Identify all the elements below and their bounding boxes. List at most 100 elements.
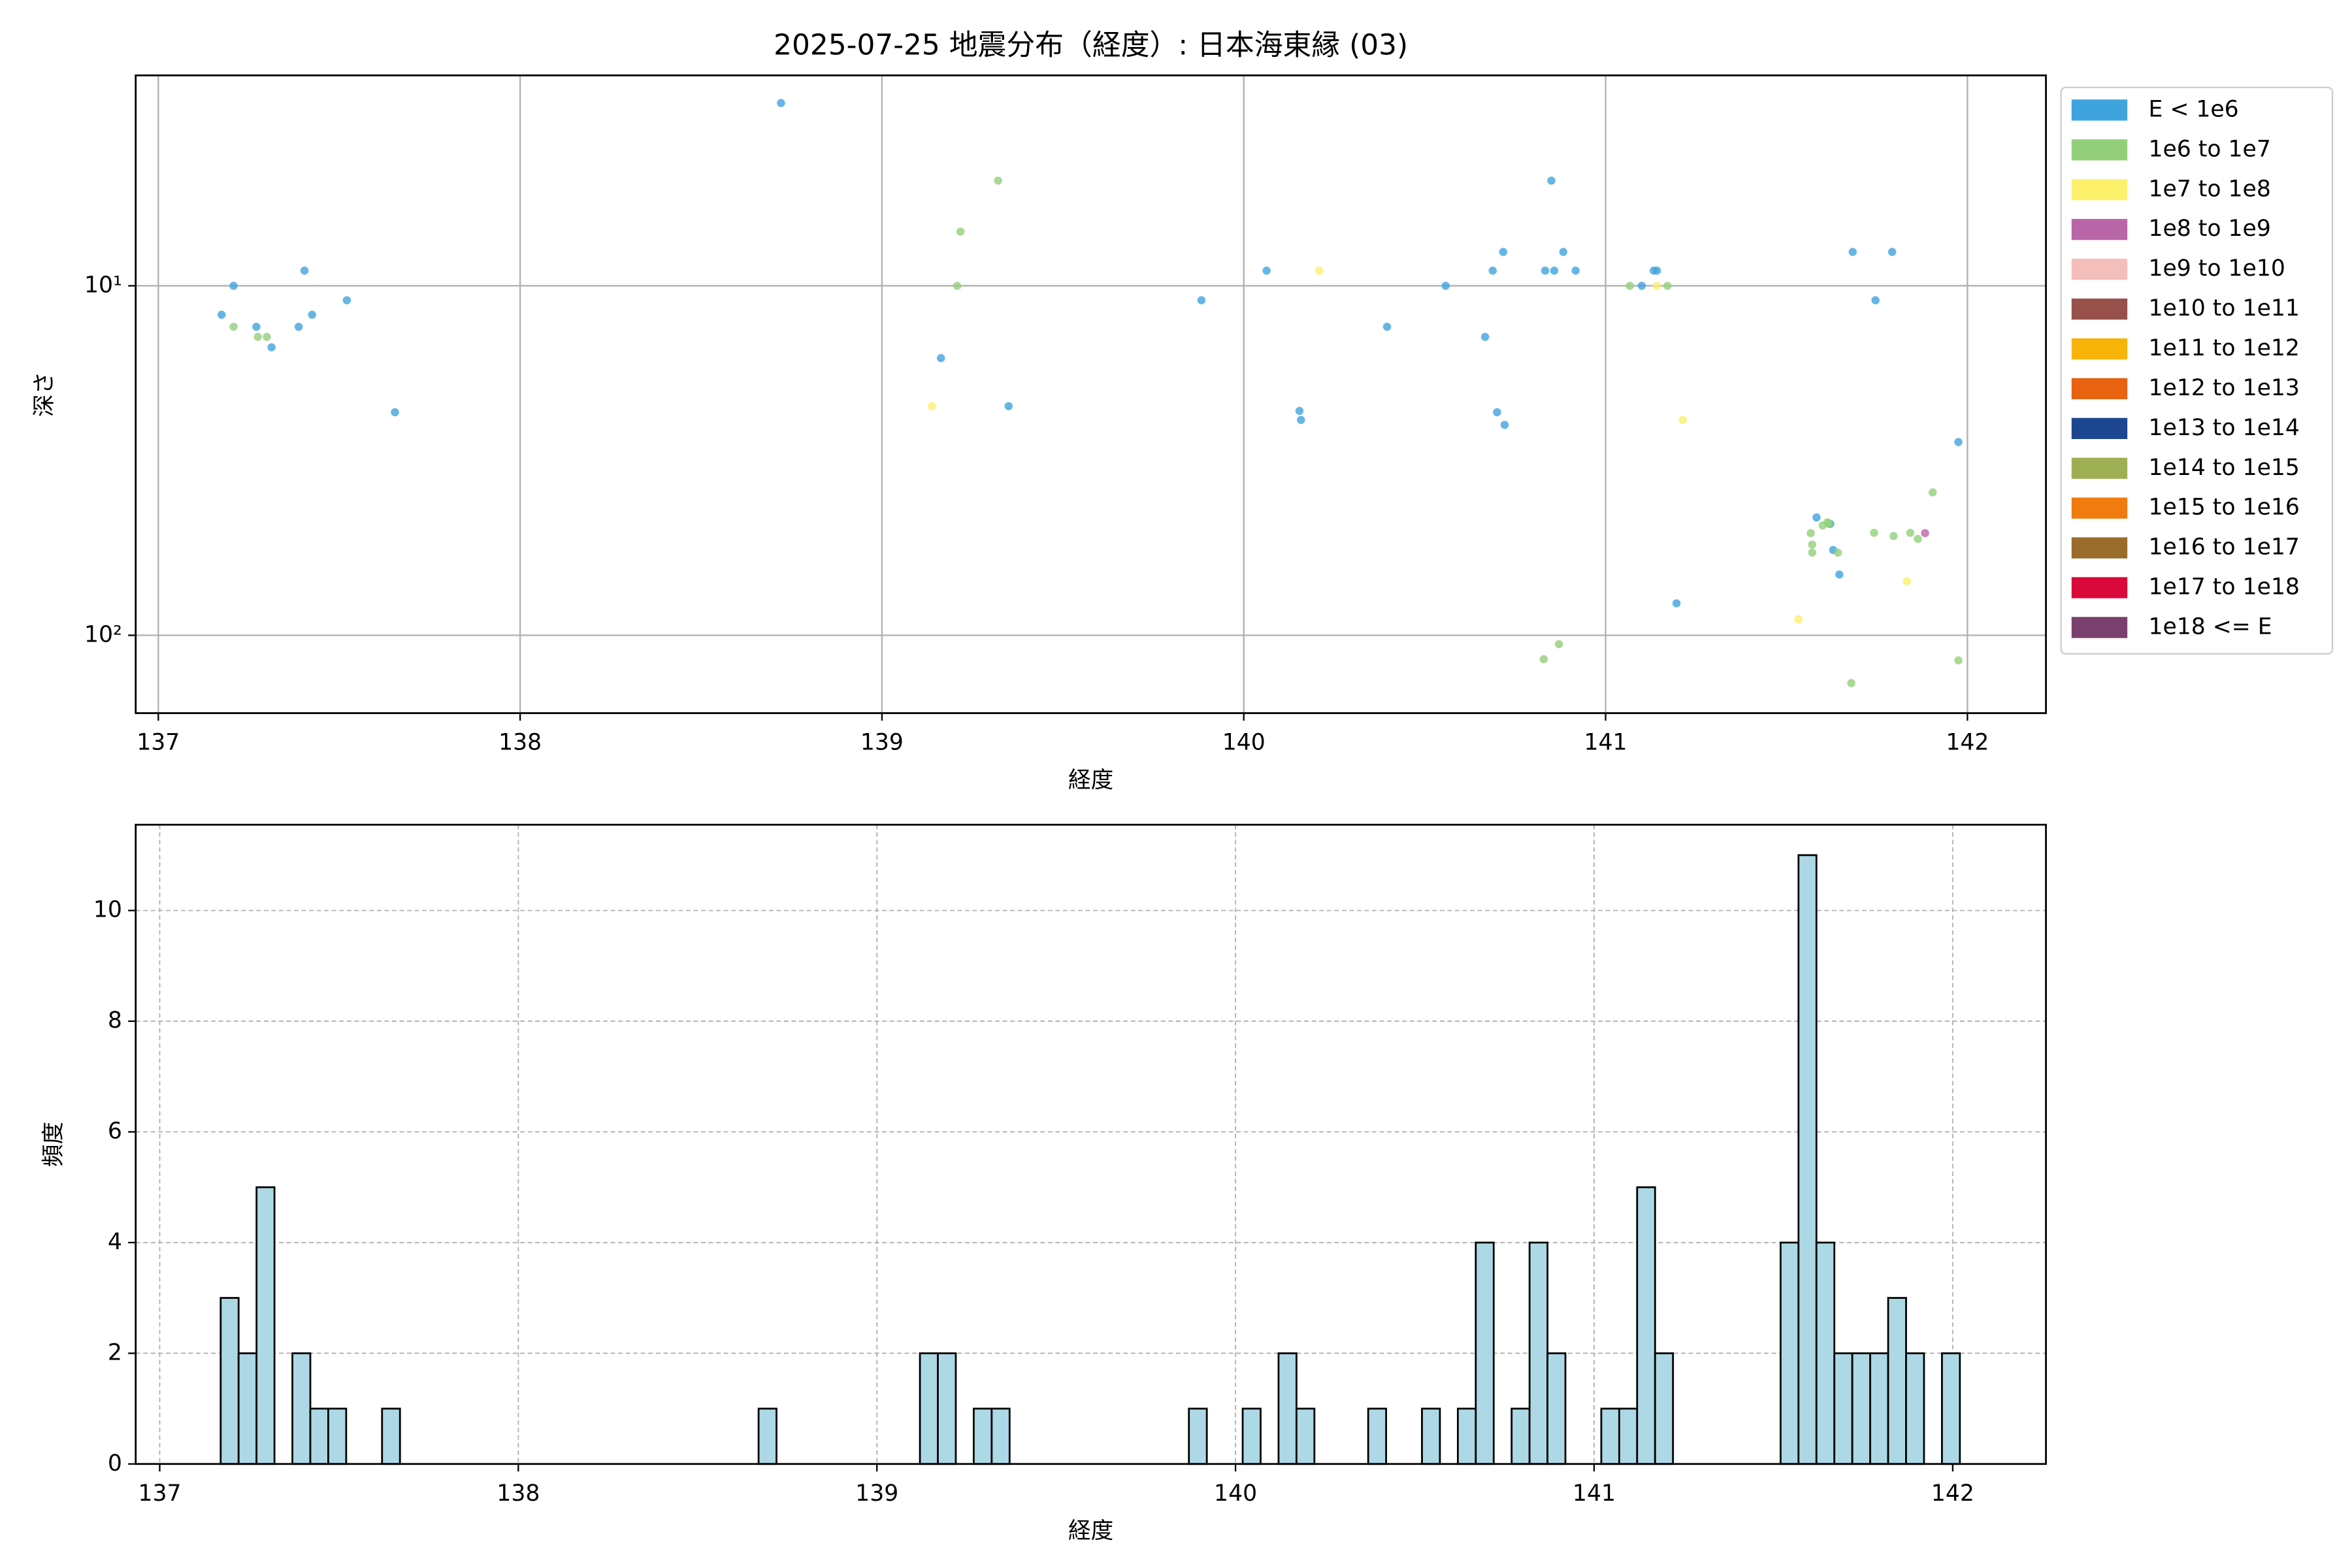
data-point — [1808, 548, 1817, 557]
data-point — [267, 343, 276, 351]
data-point — [1928, 488, 1937, 497]
legend-swatch — [2071, 457, 2128, 479]
histogram-bar — [1277, 1352, 1298, 1465]
data-point — [1547, 176, 1556, 185]
histogram-bar — [255, 1186, 276, 1465]
data-point — [994, 176, 1002, 185]
data-point — [936, 353, 945, 363]
histogram-bar — [1600, 1407, 1620, 1465]
histogram-bar — [1654, 1352, 1674, 1465]
data-point — [956, 227, 965, 236]
data-point — [1835, 570, 1844, 579]
data-point — [1848, 248, 1857, 256]
data-point — [1297, 416, 1305, 425]
legend-swatch — [2071, 219, 2128, 240]
legend-label: 1e15 to 1e16 — [2148, 495, 2299, 521]
data-point — [1678, 416, 1687, 425]
legend-swatch — [2071, 537, 2128, 559]
x-tick-label: 141 — [1584, 730, 1627, 756]
legend-label: 1e11 to 1e12 — [2148, 335, 2299, 361]
histogram-bar — [973, 1407, 993, 1465]
legend-label: E < 1e6 — [2148, 96, 2238, 122]
data-point — [1672, 599, 1681, 608]
histogram-bar — [1779, 1241, 1800, 1465]
histogram-bar — [1528, 1241, 1548, 1465]
data-point — [1315, 267, 1324, 275]
legend-label: 1e13 to 1e14 — [2148, 415, 2299, 441]
x-tick-label: 137 — [137, 730, 180, 756]
data-point — [1663, 282, 1672, 290]
y-tick-label: 4 — [108, 1229, 122, 1255]
histogram-bar — [990, 1407, 1011, 1465]
data-point — [1652, 267, 1661, 275]
plot-frame — [135, 74, 2047, 714]
histogram-bar — [327, 1407, 348, 1465]
histogram-bar — [1511, 1407, 1531, 1465]
y-axis-label: 深さ — [31, 372, 57, 417]
data-point — [1559, 248, 1567, 256]
legend-swatch — [2071, 338, 2128, 360]
legend-swatch — [2071, 99, 2128, 121]
data-point — [308, 310, 316, 319]
histogram-bar — [237, 1352, 258, 1465]
data-point — [1887, 248, 1897, 256]
data-point — [1500, 421, 1509, 429]
data-point — [294, 322, 303, 331]
histogram-bar — [1636, 1186, 1656, 1465]
data-point — [253, 333, 262, 341]
data-point — [1295, 406, 1304, 416]
y-tick-label: 10¹ — [84, 272, 122, 298]
data-point — [1889, 532, 1898, 540]
histogram-bar — [1905, 1352, 1925, 1465]
y-axis-label: 頻度 — [41, 1122, 67, 1167]
data-point — [1823, 518, 1832, 527]
histogram-bar — [1869, 1352, 1889, 1465]
histogram-bar — [309, 1407, 329, 1465]
legend-label: 1e9 to 1e10 — [2148, 255, 2285, 282]
data-point — [1499, 248, 1508, 256]
data-point — [1480, 333, 1490, 341]
data-point — [1197, 296, 1206, 304]
data-point — [1488, 267, 1497, 275]
data-point — [1954, 656, 1963, 665]
histogram-bar — [1421, 1407, 1441, 1465]
legend-label: 1e10 to 1e11 — [2148, 295, 2299, 321]
data-point — [1870, 529, 1878, 537]
data-point — [1847, 679, 1855, 687]
data-point — [1794, 615, 1803, 624]
data-point — [342, 296, 351, 304]
legend-swatch — [2071, 259, 2128, 280]
histogram-bar — [291, 1352, 312, 1465]
legend-swatch — [2071, 577, 2128, 598]
plot-frame — [135, 823, 2047, 1465]
data-point — [1903, 577, 1912, 585]
histogram-bar — [1546, 1352, 1567, 1465]
data-point — [263, 333, 271, 341]
data-point — [1652, 282, 1661, 290]
histogram-bar — [1475, 1241, 1495, 1465]
data-point — [1812, 513, 1821, 522]
data-point — [777, 99, 785, 107]
data-point — [1493, 408, 1501, 417]
legend-swatch — [2071, 417, 2128, 439]
x-tick-label: 139 — [860, 730, 904, 756]
x-tick-label: 140 — [1214, 1480, 1257, 1507]
legend-label: 1e14 to 1e15 — [2148, 455, 2299, 481]
histogram-bar — [1618, 1407, 1639, 1465]
data-point — [300, 267, 309, 275]
data-point — [1914, 534, 1922, 544]
data-point — [1806, 529, 1815, 538]
data-point — [1554, 640, 1563, 649]
y-tick-label: 10 — [93, 897, 122, 923]
y-tick-label: 2 — [108, 1339, 122, 1365]
histogram-bar — [757, 1407, 777, 1465]
histogram-bar — [1241, 1407, 1262, 1465]
data-point — [1539, 655, 1548, 664]
y-tick-label: 0 — [108, 1450, 122, 1477]
legend-swatch — [2071, 179, 2128, 201]
legend-swatch — [2071, 378, 2128, 400]
x-tick-label: 141 — [1573, 1480, 1616, 1507]
data-point — [1921, 529, 1929, 538]
